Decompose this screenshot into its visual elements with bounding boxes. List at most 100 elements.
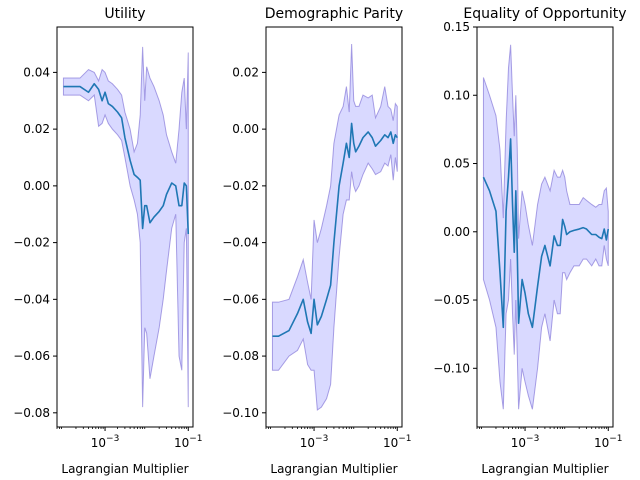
data-point: [562, 219, 564, 221]
y-tick-label: 0.05: [443, 157, 470, 171]
chart-title: Equality of Opportunity: [463, 6, 626, 22]
data-point: [171, 182, 173, 184]
data-point: [549, 265, 551, 267]
y-tick-label: −0.06: [13, 349, 50, 363]
x-tick-label: 10−3: [511, 434, 540, 450]
y-tick-label: −0.04: [222, 236, 259, 250]
data-point: [395, 134, 397, 136]
data-point: [564, 226, 566, 228]
data-point: [510, 138, 512, 140]
data-point: [607, 228, 609, 230]
y-tick-label: −0.10: [433, 361, 470, 375]
data-point: [88, 91, 90, 93]
data-point: [521, 279, 523, 281]
data-point: [353, 143, 355, 145]
data-point: [69, 86, 71, 88]
data-point: [79, 86, 81, 88]
data-point: [278, 335, 280, 337]
confidence-band: [62, 46, 189, 408]
x-axis-label: Lagrangian Multiplier: [481, 462, 608, 476]
data-point: [124, 137, 126, 139]
data-point: [524, 292, 526, 294]
y-tick-label: −0.05: [433, 293, 470, 307]
data-point: [104, 91, 106, 93]
x-tick-label: 10−1: [594, 434, 623, 450]
data-point: [333, 242, 335, 244]
y-tick-label: 0.02: [232, 65, 259, 79]
data-point: [603, 228, 605, 230]
x-tick-label: 10−1: [174, 434, 203, 450]
data-point: [503, 327, 505, 329]
data-point: [63, 86, 65, 88]
data-point: [117, 111, 119, 113]
data-point: [557, 245, 559, 247]
data-point: [606, 239, 608, 241]
data-point: [483, 176, 485, 178]
y-tick-label: −0.06: [222, 292, 259, 306]
data-point: [351, 123, 353, 125]
data-point: [566, 234, 568, 236]
confidence-band: [482, 44, 609, 410]
data-point: [569, 231, 571, 233]
y-tick-label: 0.15: [443, 20, 470, 34]
data-point: [392, 143, 394, 145]
chart-title: Demographic Parity: [265, 6, 403, 22]
y-tick-label: −0.04: [13, 292, 50, 306]
data-point: [601, 238, 603, 240]
data-point: [98, 89, 100, 91]
data-point: [108, 103, 110, 105]
x-tick-label: 10−3: [300, 434, 329, 450]
data-point: [129, 160, 131, 162]
data-point: [93, 83, 95, 85]
y-tick-label: −0.08: [13, 406, 50, 420]
data-point: [513, 251, 515, 253]
y-tick-label: 0.10: [443, 88, 470, 102]
data-point: [380, 140, 382, 142]
data-point: [541, 256, 543, 258]
data-point: [595, 234, 597, 236]
data-point: [358, 145, 360, 147]
y-tick-label: 0.00: [232, 122, 259, 136]
y-tick-label: −0.02: [13, 236, 50, 250]
data-point: [133, 174, 135, 176]
data-point: [355, 151, 357, 153]
data-point: [598, 236, 600, 238]
chart-panel-2: 0.02 0.00 −0.02 −0.04 −0.06 −0.08 −0.10 10−3 10−…: [222, 6, 411, 476]
data-point: [559, 245, 561, 247]
data-point: [362, 137, 364, 139]
data-point: [178, 205, 180, 207]
data-point: [310, 333, 312, 335]
data-point: [537, 286, 539, 288]
y-tick-label: 0.04: [23, 65, 50, 79]
data-point: [582, 227, 584, 229]
data-point: [342, 162, 344, 164]
data-point: [326, 299, 328, 301]
data-point: [137, 177, 139, 179]
series-line: [63, 82, 190, 235]
data-point: [512, 204, 514, 206]
data-point: [313, 299, 315, 301]
y-tick-label: 0.00: [443, 225, 470, 239]
data-point: [499, 272, 501, 274]
data-point: [367, 131, 369, 133]
chart-panel-3: 0.15 0.10 0.05 0.00 −0.05 −0.10 10−3 10−1 Equali…: [433, 6, 626, 476]
data-point: [390, 131, 392, 133]
data-point: [371, 137, 373, 139]
data-point: [187, 233, 189, 235]
y-tick-label: 0.00: [23, 179, 50, 193]
x-tick-label: 10−3: [91, 434, 120, 450]
data-point: [586, 228, 588, 230]
data-point: [578, 228, 580, 230]
data-point: [307, 321, 309, 323]
data-point: [121, 117, 123, 119]
data-point: [518, 322, 520, 324]
data-point: [153, 216, 155, 218]
data-point: [396, 137, 398, 139]
data-point: [544, 245, 546, 247]
data-point: [516, 251, 518, 253]
data-point: [515, 190, 517, 192]
y-tick-label: 0.02: [23, 122, 50, 136]
data-point: [330, 284, 332, 286]
data-point: [139, 179, 141, 181]
data-point: [346, 143, 348, 145]
